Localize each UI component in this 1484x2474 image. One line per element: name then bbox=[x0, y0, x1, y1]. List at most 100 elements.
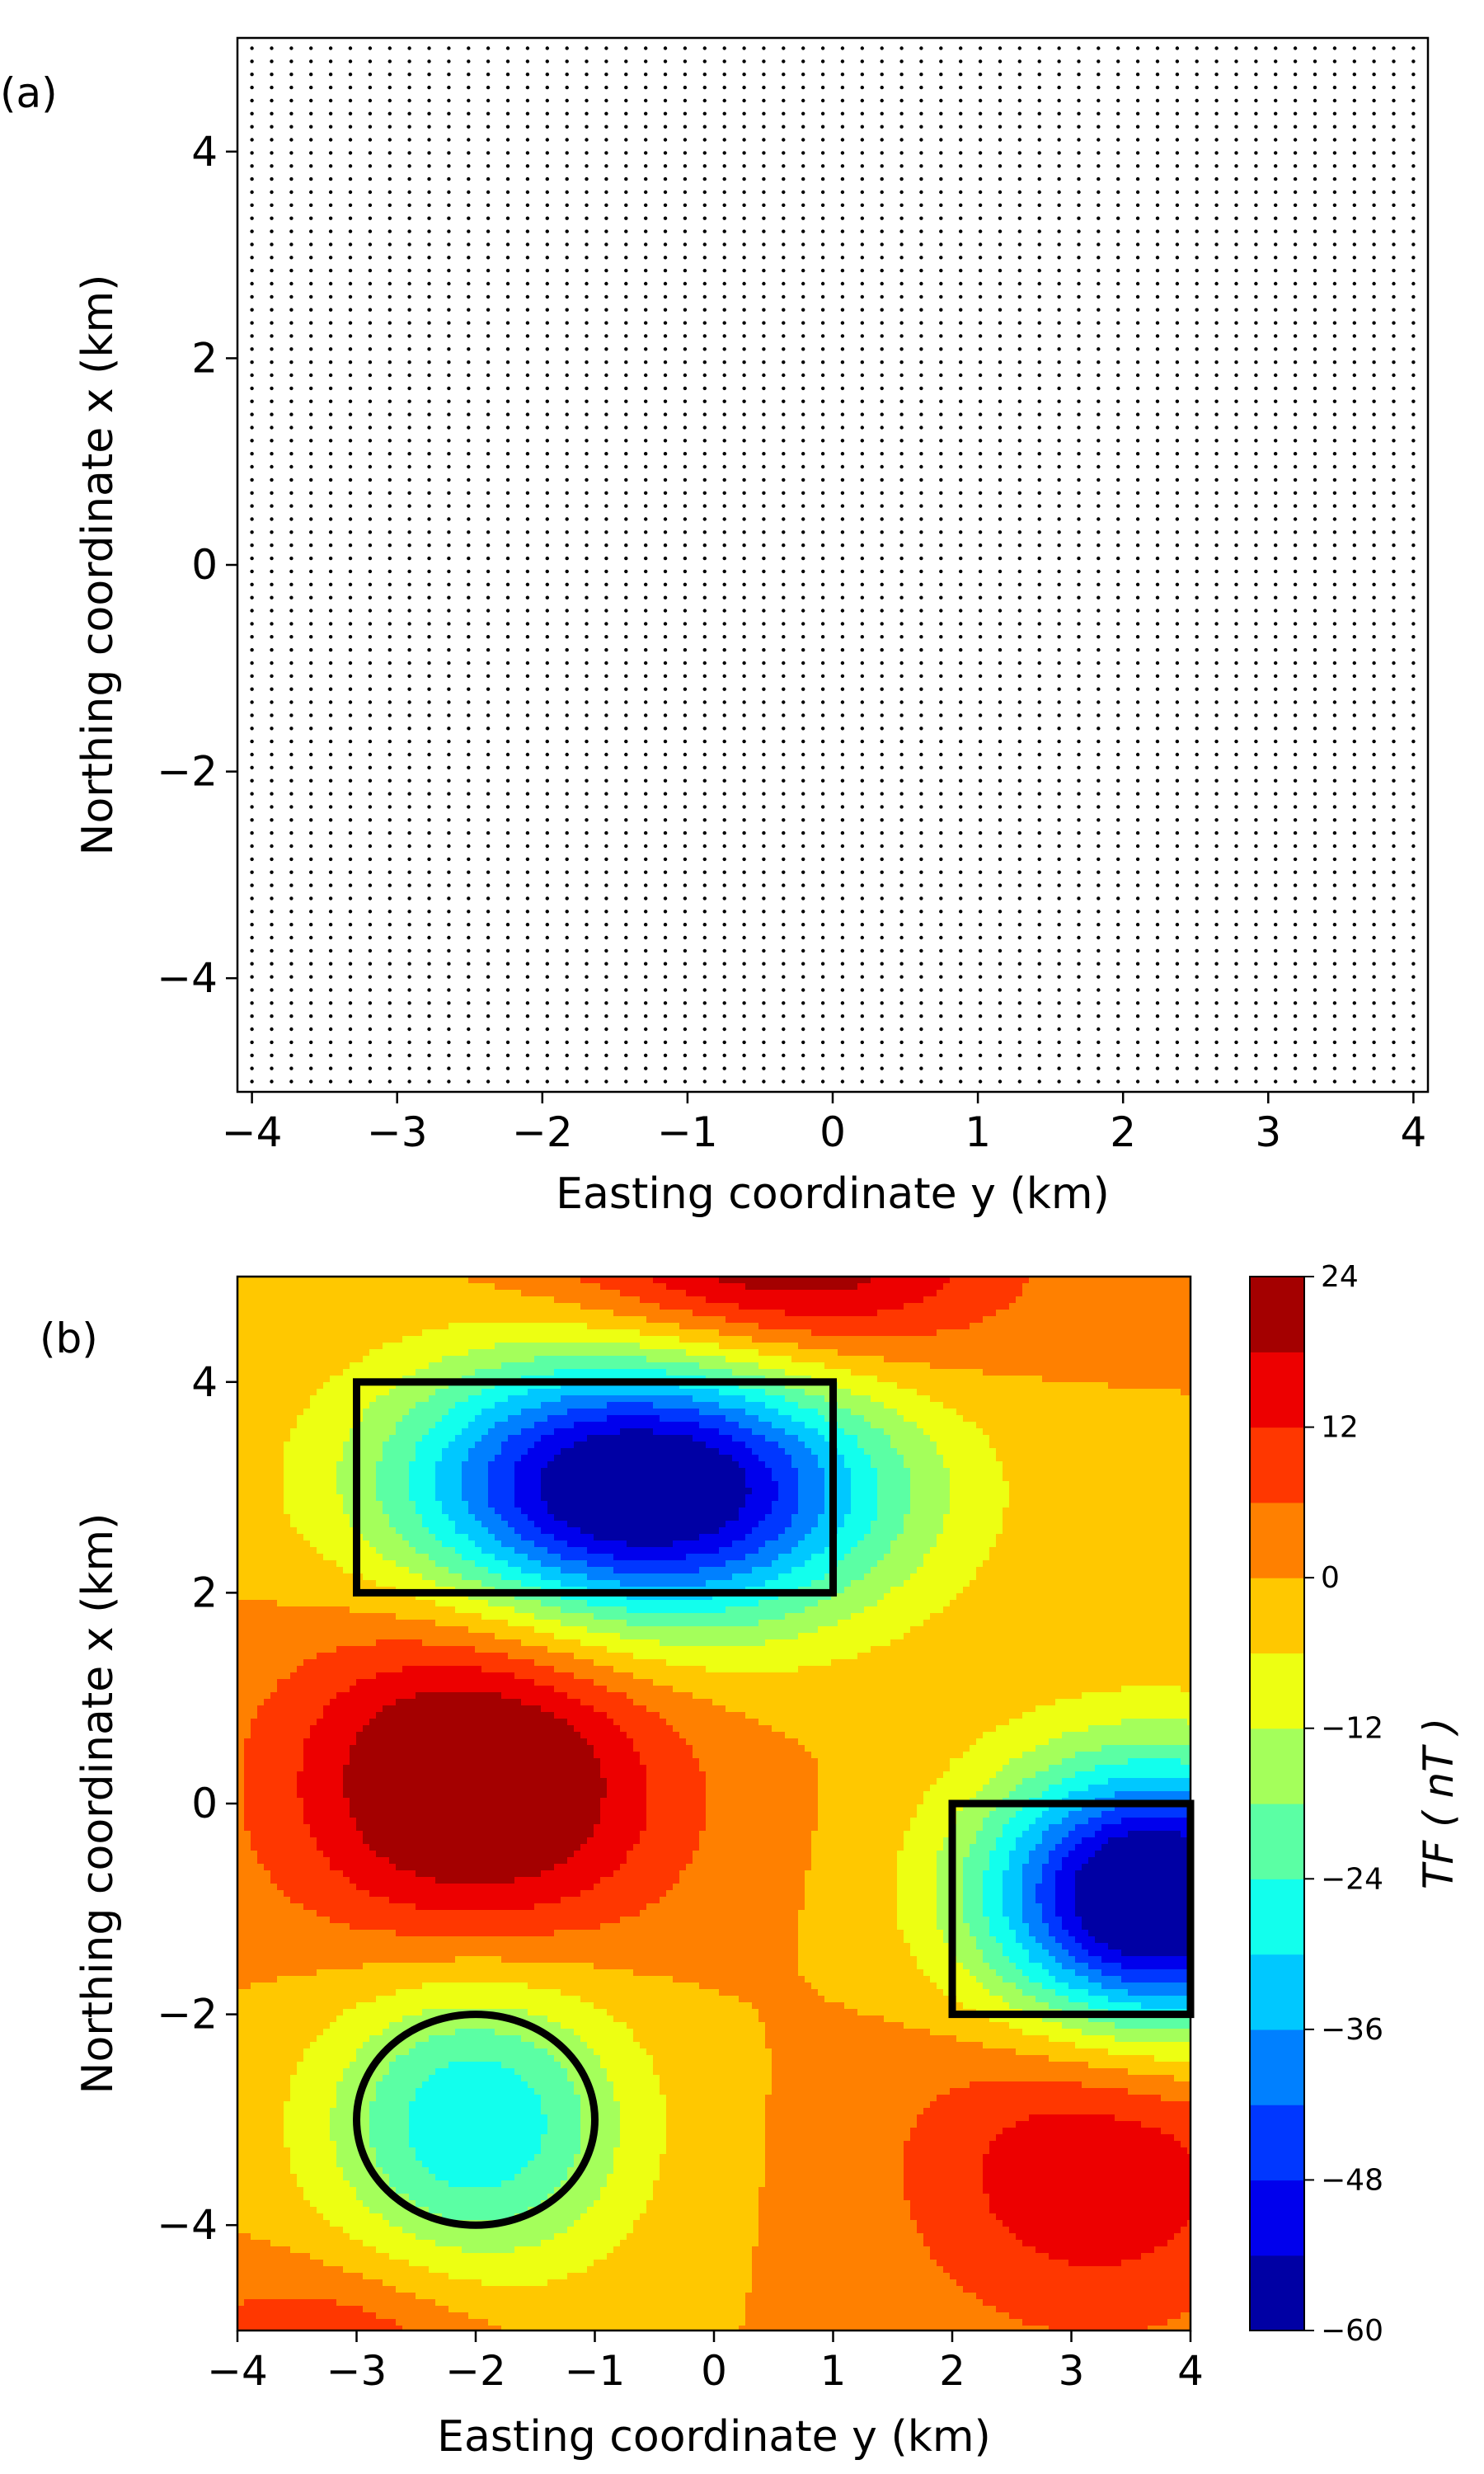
observation-point bbox=[348, 1066, 353, 1070]
observation-point bbox=[1313, 256, 1317, 260]
observation-point bbox=[683, 1053, 688, 1058]
observation-point bbox=[250, 1040, 254, 1045]
observation-point bbox=[1017, 1027, 1022, 1032]
observation-point bbox=[368, 1027, 373, 1032]
observation-point bbox=[505, 321, 510, 325]
observation-point bbox=[998, 595, 1003, 600]
observation-point bbox=[1392, 504, 1396, 508]
observation-point bbox=[959, 203, 963, 207]
observation-point bbox=[820, 1053, 825, 1058]
observation-point bbox=[1293, 870, 1298, 874]
observation-point bbox=[328, 1027, 333, 1032]
observation-point bbox=[978, 647, 983, 652]
observation-point bbox=[1017, 412, 1022, 416]
observation-point bbox=[328, 635, 333, 639]
observation-point bbox=[624, 805, 628, 809]
observation-point bbox=[585, 294, 589, 299]
observation-point bbox=[919, 1066, 923, 1070]
observation-point bbox=[1037, 334, 1041, 338]
observation-point bbox=[604, 517, 608, 521]
observation-point bbox=[1155, 896, 1160, 901]
observation-point bbox=[820, 752, 825, 757]
observation-point bbox=[545, 46, 549, 50]
observation-point bbox=[1057, 256, 1061, 260]
observation-point bbox=[959, 281, 963, 286]
observation-point bbox=[1135, 46, 1140, 50]
observation-point bbox=[387, 373, 392, 378]
observation-point bbox=[1116, 569, 1120, 574]
observation-point bbox=[1313, 739, 1317, 744]
observation-point bbox=[1313, 176, 1317, 181]
observation-point bbox=[644, 190, 648, 195]
observation-point bbox=[998, 399, 1003, 403]
observation-point bbox=[585, 73, 589, 77]
observation-point bbox=[447, 935, 451, 940]
observation-point bbox=[289, 504, 294, 508]
observation-point bbox=[486, 1014, 491, 1018]
observation-point bbox=[782, 765, 786, 769]
observation-point bbox=[427, 256, 431, 260]
observation-point bbox=[1155, 190, 1160, 195]
observation-point bbox=[939, 256, 943, 260]
observation-point bbox=[1077, 1066, 1081, 1070]
observation-point bbox=[1392, 1027, 1396, 1032]
observation-point bbox=[1372, 1066, 1376, 1070]
observation-point bbox=[782, 988, 786, 992]
observation-point bbox=[1254, 426, 1258, 430]
observation-point bbox=[585, 595, 589, 600]
observation-point bbox=[565, 256, 569, 260]
observation-point bbox=[624, 138, 628, 142]
observation-point bbox=[939, 962, 943, 966]
contour-cell bbox=[237, 1659, 245, 1667]
observation-point bbox=[939, 138, 943, 142]
observation-point bbox=[782, 935, 786, 940]
observation-point bbox=[959, 386, 963, 391]
observation-point bbox=[486, 347, 491, 351]
observation-point bbox=[860, 1053, 865, 1058]
observation-point bbox=[1057, 582, 1061, 586]
observation-point bbox=[1332, 988, 1337, 992]
observation-point bbox=[683, 216, 688, 220]
observation-point bbox=[505, 281, 510, 286]
observation-point bbox=[505, 373, 510, 378]
observation-point bbox=[840, 870, 845, 874]
observation-point bbox=[801, 334, 805, 338]
observation-point bbox=[782, 727, 786, 731]
observation-point bbox=[899, 752, 904, 757]
observation-point bbox=[722, 138, 726, 142]
observation-point bbox=[486, 569, 491, 574]
observation-point bbox=[624, 256, 628, 260]
observation-point bbox=[585, 975, 589, 979]
observation-point bbox=[348, 661, 353, 666]
observation-point bbox=[820, 792, 825, 796]
observation-point bbox=[427, 334, 431, 338]
observation-point bbox=[959, 1027, 963, 1032]
observation-point bbox=[860, 910, 865, 914]
observation-point bbox=[1293, 962, 1298, 966]
observation-point bbox=[702, 923, 707, 927]
observation-point bbox=[1037, 46, 1041, 50]
observation-point bbox=[919, 59, 923, 63]
observation-point bbox=[1135, 595, 1140, 600]
observation-point bbox=[1077, 530, 1081, 534]
observation-point bbox=[1313, 426, 1317, 430]
observation-point bbox=[1214, 321, 1219, 325]
observation-point bbox=[565, 46, 569, 50]
observation-point bbox=[919, 910, 923, 914]
observation-point bbox=[801, 661, 805, 666]
observation-point bbox=[644, 1053, 648, 1058]
observation-point bbox=[1214, 347, 1219, 351]
observation-point bbox=[505, 700, 510, 704]
observation-point bbox=[762, 256, 766, 260]
observation-point bbox=[1195, 1079, 1199, 1084]
observation-point bbox=[525, 242, 530, 247]
observation-point bbox=[919, 517, 923, 521]
observation-point bbox=[742, 622, 746, 626]
observation-point bbox=[1017, 635, 1022, 639]
observation-point bbox=[722, 883, 726, 887]
observation-point bbox=[407, 229, 411, 233]
observation-point bbox=[505, 582, 510, 586]
observation-point bbox=[899, 923, 904, 927]
observation-point bbox=[939, 739, 943, 744]
observation-point bbox=[348, 609, 353, 613]
